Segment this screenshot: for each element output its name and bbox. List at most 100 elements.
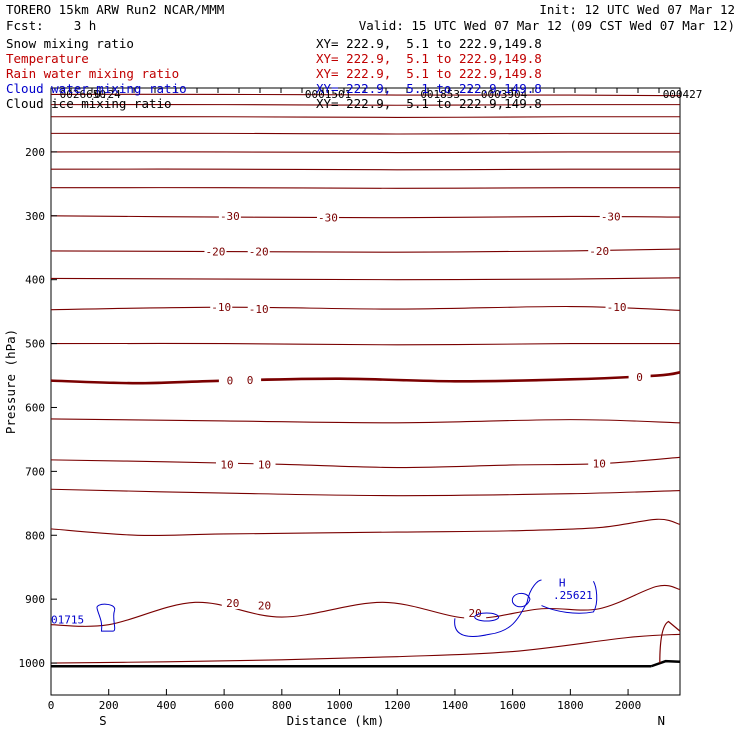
x-tick-label: 1800 [557,699,584,712]
contour-label-bg [216,458,239,471]
x-tick-label: 600 [214,699,234,712]
top-contour-value: 0001501 [305,88,351,101]
x-tick-label: 400 [156,699,176,712]
top-contour-value: 001853 [420,88,460,101]
contour-label: 10 [220,458,233,471]
contour-label: -30 [318,212,338,225]
contour-label-bg [588,457,611,470]
cloud-water-high-label: H [559,576,566,589]
y-tick-label: 400 [25,274,45,287]
contour-label: -30 [220,210,240,223]
top-contour-value: 0.24 [94,88,121,101]
cloud-water-contour [96,603,116,632]
cloud-water-high-value: .25621 [553,589,593,602]
contour-label: -10 [607,301,627,314]
y-tick-label: 600 [25,401,45,414]
legend-xy: XY= 222.9, 5.1 to 222.9,149.8 [316,81,542,96]
contour-label-bg [247,303,270,316]
temperature-contour [50,456,681,469]
x-tick-label: 1000 [326,699,353,712]
contour-label-bg [218,209,241,222]
contour-label: 20 [258,600,271,613]
contour-label: -10 [249,303,269,316]
y-tick-label: 300 [25,210,45,223]
contour-label: -30 [601,210,621,223]
x-tick-label: 0 [48,699,55,712]
x-tick-label: 200 [99,699,119,712]
cloud-water-contour [474,612,500,622]
model-title: TORERO 15km ARW Run2 NCAR/MMM [6,2,225,17]
contour-label-bg [253,458,276,471]
y-tick-label: 900 [25,593,45,606]
contour-label-bg [239,373,262,386]
init-time: Init: 12 UTC Wed 07 Mar 12 [539,2,735,17]
temperature-contour [50,418,681,424]
x-tick-label: 1200 [384,699,411,712]
legend-name: Temperature [6,51,89,66]
temperature-contour [50,104,681,106]
legend-name: Cloud water mixing ratio [6,81,187,96]
valid-time: Valid: 15 UTC Wed 07 Mar 12 (09 CST Wed … [358,18,735,33]
contour-label: -10 [211,301,231,314]
contour-label: -20 [589,245,609,258]
contour-label-bg [628,370,651,383]
y-axis-title: Pressure (hPa) [3,329,18,434]
contour-label: 20 [226,597,239,610]
x-end-label-south: S [99,713,107,728]
legend-name: Rain water mixing ratio [6,66,180,81]
legend-xy: XY= 222.9, 5.1 to 222.9,149.8 [316,66,542,81]
contour-label-bg [253,599,276,612]
y-tick-label: 200 [25,146,45,159]
y-tick-label: 500 [25,338,45,351]
temperature-contour [50,168,681,171]
y-tick-label: 700 [25,465,45,478]
temperature-contour [50,342,681,346]
contour-label: -20 [206,246,226,259]
legend-name: Snow mixing ratio [6,36,134,51]
temperature-contour [50,488,681,497]
temperature-contour [659,620,681,664]
contour-label: 20 [469,607,482,620]
contour-label-bg [210,301,233,314]
legend-xy: XY= 222.9, 5.1 to 222.9,149.8 [316,96,542,111]
forecast-hour: Fcst: 3 h [6,18,97,33]
contour-label-bg [464,607,487,620]
temperature-contour [50,151,681,154]
x-tick-label: 800 [272,699,292,712]
temperature-contour [50,518,681,537]
contour-label-bg [204,245,227,258]
terrain-rise [650,659,681,668]
temperature-contour [50,371,681,385]
contour-label-bg [218,374,241,387]
contour-label-bg [247,245,270,258]
x-axis-title: Distance (km) [287,713,385,728]
cloud-water-contour [511,592,531,608]
contour-label-bg [221,596,244,609]
cloud-water-contour [454,579,542,637]
x-tick-label: 1600 [499,699,526,712]
contour-label-bg [316,211,339,224]
cloud-water-left-value: 01715 [51,613,84,626]
top-contour-value: 000427 [663,88,703,101]
temperature-contour [50,248,681,253]
top-contour-value: 0003904 [481,88,528,101]
temperature-contour [50,584,681,627]
legend-name: Cloud ice mixing ratio [6,96,172,111]
temperature-contour [50,187,681,189]
temperature-contour [50,305,681,311]
contour-label-bg [599,210,622,223]
legend-xy: XY= 222.9, 5.1 to 222.9,149.8 [316,51,542,66]
x-tick-label: 2000 [615,699,642,712]
temperature-contour [50,633,681,664]
y-tick-label: 800 [25,529,45,542]
y-tick-label: 1000 [19,657,46,670]
temperature-contour [50,93,681,97]
x-tick-label: 1400 [442,699,469,712]
contour-label: 10 [593,458,606,471]
contour-label: 0 [247,374,254,387]
contour-label: 10 [258,458,271,471]
temperature-contour [50,132,681,135]
contour-label-bg [588,244,611,257]
cloud-water-contour [541,581,598,614]
